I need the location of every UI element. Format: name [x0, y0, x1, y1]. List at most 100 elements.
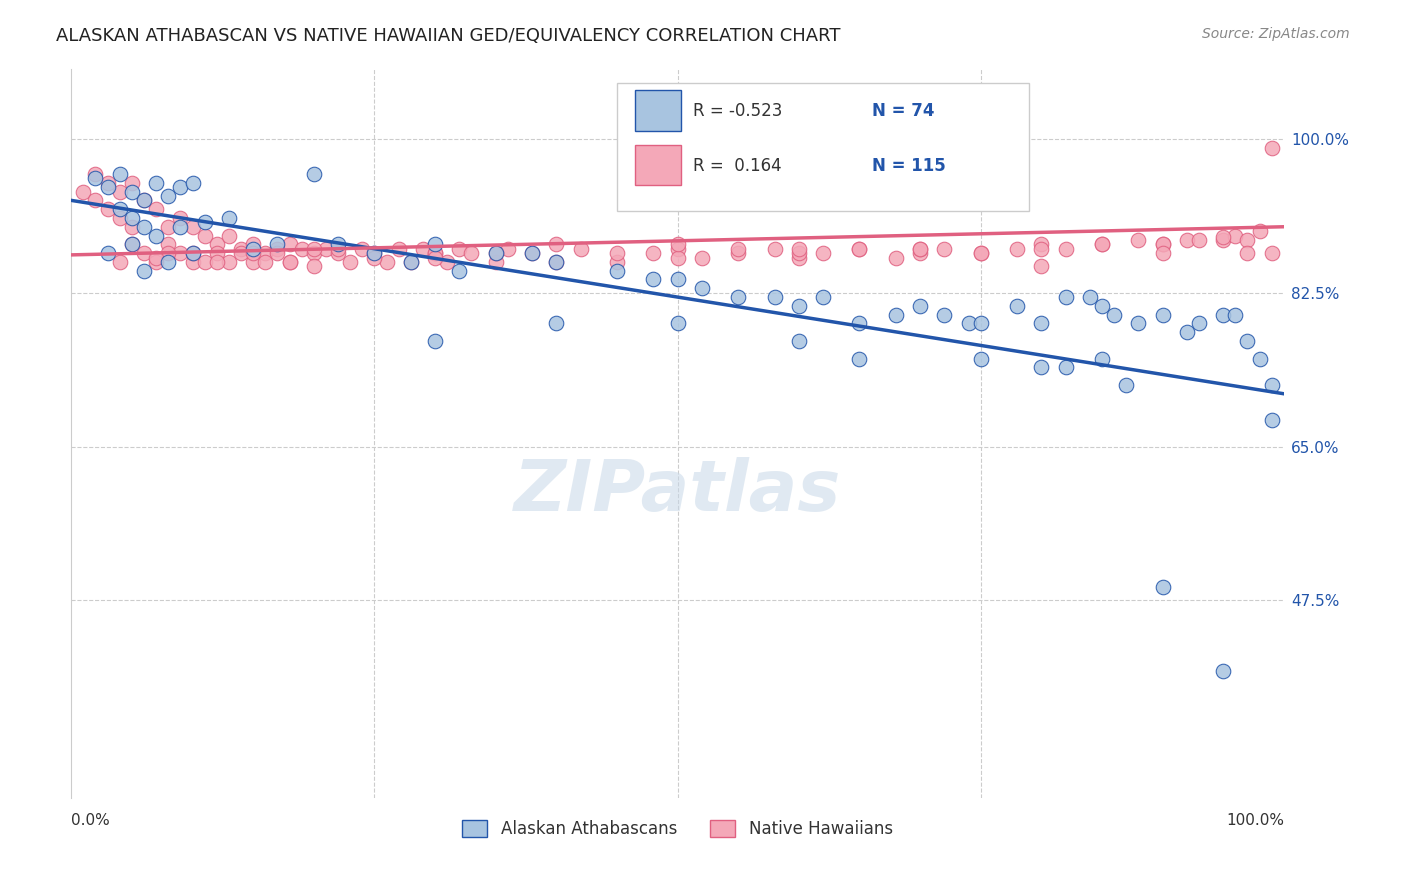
Point — [266, 237, 288, 252]
Point — [399, 255, 422, 269]
Point — [132, 219, 155, 234]
Point — [1054, 290, 1077, 304]
Point — [97, 176, 120, 190]
Point — [242, 255, 264, 269]
Point — [169, 180, 191, 194]
Point — [157, 246, 180, 260]
Point — [908, 242, 931, 256]
Point — [727, 242, 749, 256]
Point — [1261, 141, 1284, 155]
Point — [423, 246, 446, 260]
Text: R = -0.523: R = -0.523 — [693, 102, 783, 120]
Point — [132, 246, 155, 260]
Point — [1078, 290, 1101, 304]
Point — [339, 255, 361, 269]
Point — [121, 219, 143, 234]
Point — [1152, 308, 1174, 322]
Point — [848, 242, 870, 256]
Point — [242, 246, 264, 260]
Point — [145, 202, 167, 216]
Text: 0.0%: 0.0% — [72, 813, 110, 828]
Point — [690, 281, 713, 295]
Point — [229, 246, 252, 260]
Point — [145, 228, 167, 243]
Point — [84, 167, 107, 181]
Point — [1091, 351, 1114, 366]
Point — [1225, 308, 1247, 322]
Point — [108, 185, 131, 199]
Point — [1175, 325, 1198, 339]
Point — [229, 242, 252, 256]
Point — [1212, 308, 1234, 322]
FancyBboxPatch shape — [636, 145, 681, 186]
Point — [254, 246, 277, 260]
Point — [1031, 260, 1053, 274]
Point — [181, 255, 204, 269]
Point — [520, 246, 543, 260]
Point — [121, 211, 143, 225]
Point — [97, 246, 120, 260]
Point — [278, 237, 301, 252]
Point — [218, 255, 240, 269]
Point — [1175, 233, 1198, 247]
Point — [181, 246, 204, 260]
Point — [848, 351, 870, 366]
Text: ALASKAN ATHABASCAN VS NATIVE HAWAIIAN GED/EQUIVALENCY CORRELATION CHART: ALASKAN ATHABASCAN VS NATIVE HAWAIIAN GE… — [56, 27, 841, 45]
Point — [423, 334, 446, 348]
Point — [302, 242, 325, 256]
Point — [1152, 246, 1174, 260]
Point — [787, 299, 810, 313]
Point — [145, 251, 167, 265]
Point — [449, 263, 471, 277]
Point — [787, 251, 810, 265]
Point — [399, 255, 422, 269]
Point — [132, 194, 155, 208]
Point — [643, 246, 665, 260]
Point — [1054, 242, 1077, 256]
Point — [811, 246, 834, 260]
Text: ZIPatlas: ZIPatlas — [513, 458, 841, 526]
Point — [666, 272, 689, 286]
Point — [787, 242, 810, 256]
Point — [666, 317, 689, 331]
Point — [908, 242, 931, 256]
Point — [242, 237, 264, 252]
Point — [97, 202, 120, 216]
Point — [485, 246, 508, 260]
Point — [1054, 360, 1077, 375]
Point — [934, 308, 956, 322]
Point — [666, 251, 689, 265]
Point — [121, 185, 143, 199]
Point — [1115, 378, 1137, 392]
Point — [1188, 317, 1211, 331]
Point — [449, 242, 471, 256]
Point — [108, 255, 131, 269]
Point — [1005, 299, 1028, 313]
Point — [363, 246, 385, 260]
Point — [181, 176, 204, 190]
Point — [194, 228, 217, 243]
Point — [606, 246, 628, 260]
Point — [1031, 317, 1053, 331]
Point — [84, 194, 107, 208]
Point — [278, 255, 301, 269]
Point — [1128, 233, 1150, 247]
Text: N = 115: N = 115 — [872, 157, 945, 175]
Point — [1236, 334, 1258, 348]
Point — [546, 255, 568, 269]
Point — [363, 246, 385, 260]
Point — [181, 219, 204, 234]
Point — [302, 167, 325, 181]
Point — [218, 228, 240, 243]
Point — [546, 317, 568, 331]
Point — [485, 255, 508, 269]
Point — [1031, 242, 1053, 256]
Point — [970, 246, 993, 260]
Point — [388, 242, 411, 256]
Point — [352, 242, 374, 256]
Point — [302, 260, 325, 274]
FancyBboxPatch shape — [617, 83, 1029, 211]
Point — [121, 176, 143, 190]
Point — [157, 189, 180, 203]
Point — [1102, 308, 1125, 322]
